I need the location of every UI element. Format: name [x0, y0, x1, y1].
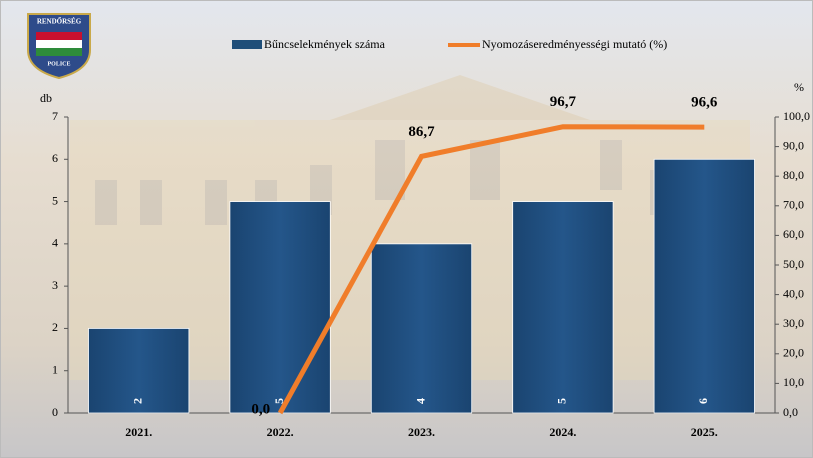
legend-label: Nyomozáseredményességi mutató (%) — [482, 37, 667, 51]
y-tick-label: 1 — [52, 362, 58, 376]
bar-label: 5 — [555, 398, 569, 404]
bar-label: 2 — [130, 398, 144, 404]
y2-tick-label: 60,0 — [783, 227, 804, 241]
y-axis-label: db — [40, 91, 52, 105]
y-tick-label: 2 — [52, 320, 58, 334]
y2-tick-label: 70,0 — [783, 198, 804, 212]
y-tick-label: 7 — [52, 109, 58, 123]
y2-tick-label: 20,0 — [783, 346, 804, 360]
y2-tick-label: 0,0 — [783, 405, 798, 419]
y-tick-label: 4 — [52, 236, 58, 250]
legend-label: Bűncselekmények száma — [264, 37, 386, 51]
bar — [230, 202, 330, 413]
y2-tick-label: 10,0 — [783, 375, 804, 389]
y-tick-label: 5 — [52, 193, 58, 207]
y2-tick-label: 40,0 — [783, 286, 804, 300]
bar-label: 4 — [413, 398, 427, 404]
x-tick-label: 2023. — [408, 425, 435, 439]
bar — [654, 159, 754, 413]
legend-swatch — [232, 40, 262, 49]
line-label: 96,6 — [691, 95, 718, 111]
logo-bottom: POLICE — [47, 61, 70, 67]
bar-label: 6 — [696, 398, 710, 404]
x-tick-label: 2025. — [691, 425, 718, 439]
y2-tick-label: 100,0 — [783, 109, 810, 123]
y-tick-label: 6 — [52, 151, 58, 165]
line-label: 86,7 — [408, 124, 435, 140]
x-tick-label: 2022. — [267, 425, 294, 439]
x-tick-label: 2024. — [549, 425, 576, 439]
y2-tick-label: 90,0 — [783, 138, 804, 152]
y-tick-label: 3 — [52, 278, 58, 292]
y-tick-label: 0 — [52, 405, 58, 419]
y2-tick-label: 50,0 — [783, 257, 804, 271]
bar — [513, 202, 613, 413]
y2-tick-label: 30,0 — [783, 316, 804, 330]
chart: RENDŐRSÉG POLICE db % 012345670,010,020,… — [0, 0, 813, 458]
logo: RENDŐRSÉG POLICE — [28, 14, 90, 78]
x-tick-label: 2021. — [125, 425, 152, 439]
bar — [371, 244, 471, 413]
y2-tick-label: 80,0 — [783, 168, 804, 182]
line-label: 96,7 — [550, 94, 577, 110]
logo-top: RENDŐRSÉG — [37, 18, 82, 26]
line-label: 0,0 — [251, 401, 270, 417]
y2-axis-label: % — [794, 80, 804, 94]
